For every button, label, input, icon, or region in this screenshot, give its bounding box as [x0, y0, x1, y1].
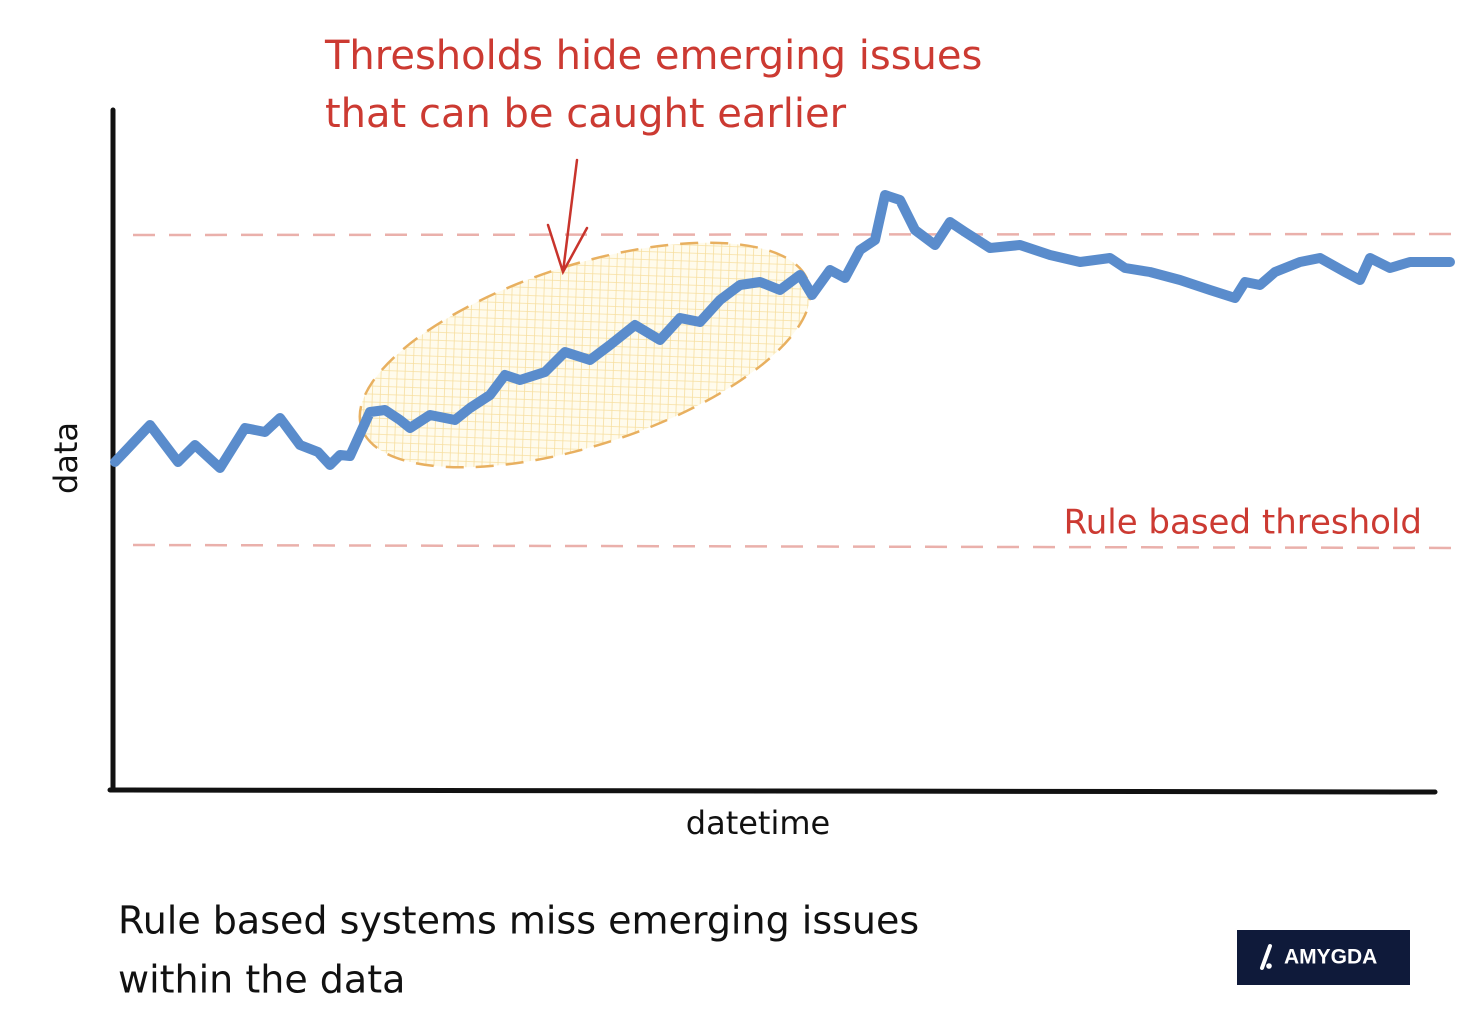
annotation-line: Thresholds hide emerging issues: [324, 33, 982, 79]
arrow: [546, 158, 589, 276]
logo: AMYGDA: [1237, 930, 1410, 985]
threshold-label: Rule based threshold: [1064, 503, 1422, 543]
logo-icon: [1260, 944, 1272, 970]
caption-line: Rule based systems miss emerging issues: [118, 899, 919, 943]
logo-dot: [1266, 963, 1272, 969]
y-axis-label: data: [47, 422, 85, 494]
caption-line: within the data: [118, 958, 405, 1002]
logo-text: AMYGDA: [1284, 946, 1377, 969]
data-line: [110, 190, 1455, 473]
upper-threshold: [132, 232, 1461, 237]
x-axis: [107, 787, 1438, 795]
x-axis-label: datetime: [686, 804, 830, 842]
annotation-line: that can be caught earlier: [325, 91, 847, 137]
lower-threshold: [132, 543, 1461, 550]
